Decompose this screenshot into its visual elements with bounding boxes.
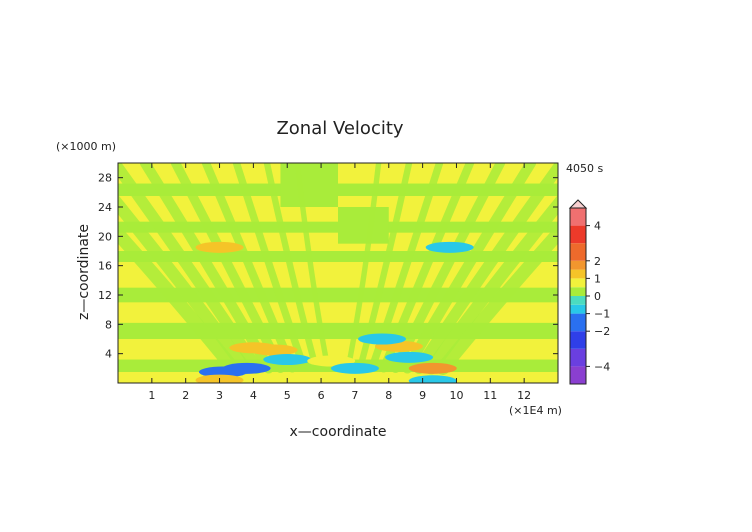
wave-front <box>118 223 240 375</box>
colorbar-swatch <box>570 225 586 244</box>
field-feature <box>358 333 406 345</box>
y-tick-label: 24 <box>98 201 112 214</box>
plot-frame <box>117 162 559 384</box>
y-tick-label: 20 <box>98 230 112 243</box>
x-tick-label: 5 <box>284 389 291 402</box>
colorbar-swatch <box>570 243 586 261</box>
colorbar-tick-label: 0 <box>594 290 601 303</box>
x-tick-label: 4 <box>250 389 257 402</box>
x-tick-label: 9 <box>419 389 426 402</box>
wave-front <box>345 163 382 372</box>
colorbar-tick-label: 4 <box>594 220 601 233</box>
colorbar-swatch <box>570 331 586 349</box>
colorbar-tick-label: 1 <box>594 272 601 285</box>
y-unit-label: (×1000 m) <box>56 140 116 153</box>
y-axis: 4 8 12 16 20 24 28 <box>98 172 558 361</box>
colorbar-swatch <box>570 366 586 384</box>
wave-front <box>436 223 558 375</box>
wave-front <box>294 163 331 372</box>
field-feature <box>385 351 434 363</box>
y-tick-label: 12 <box>98 289 112 302</box>
colorbar-swatch <box>570 278 586 288</box>
field-feature <box>408 375 457 383</box>
field-feature <box>330 362 379 374</box>
x-tick-label: 3 <box>216 389 223 402</box>
wave-front <box>263 163 320 372</box>
x-axis-title: x—coordinate <box>290 424 387 440</box>
x-tick-label: 11 <box>483 389 497 402</box>
wave-front <box>413 163 558 375</box>
x-tick-label: 2 <box>182 389 189 402</box>
colorbar-tick-label: −1 <box>594 308 610 321</box>
chart-title: Zonal Velocity <box>276 118 403 139</box>
field-feature <box>425 241 474 253</box>
field-band <box>280 163 338 207</box>
colorbar-tick-label: 2 <box>594 255 601 268</box>
colorbar-swatch <box>570 296 586 305</box>
wave-front <box>118 194 252 375</box>
x-tick-label: 8 <box>385 389 392 402</box>
field-band <box>118 251 558 262</box>
field-feature <box>263 354 312 366</box>
wave-front <box>424 194 558 375</box>
x-axis: 1 2 3 4 5 6 7 8 9 10 11 12 <box>148 163 531 402</box>
y-tick-label: 28 <box>98 172 112 185</box>
x-tick-label: 10 <box>449 389 463 402</box>
y-tick-label: 8 <box>105 318 112 331</box>
colorbar-swatch <box>570 313 586 332</box>
field-feature <box>222 362 271 374</box>
wave-front <box>232 163 308 373</box>
wave-front <box>356 163 413 372</box>
y-axis-title: z—coordinate <box>76 224 92 320</box>
colorbar: 4 2 1 0 −1 −2 −4 <box>568 199 610 385</box>
x-tick-label: 1 <box>148 389 155 402</box>
colorbar-tick-label: −4 <box>594 360 610 373</box>
field-band <box>338 207 389 244</box>
y-tick-label: 4 <box>105 348 112 361</box>
x-tick-label: 12 <box>517 389 531 402</box>
colorbar-swatch <box>570 348 586 367</box>
colorbar-arrow-top <box>568 199 588 209</box>
colorbar-swatch <box>570 287 586 296</box>
colorbar-swatch <box>570 208 586 226</box>
colorbar-swatch <box>570 269 586 279</box>
time-label: 4050 s <box>566 162 603 175</box>
plot-area <box>118 163 558 383</box>
field-feature <box>408 362 457 374</box>
x-tick-label: 6 <box>318 389 325 402</box>
colorbar-swatch <box>570 304 586 314</box>
y-tick-label: 16 <box>98 260 112 273</box>
field-band <box>118 322 558 339</box>
x-tick-label: 7 <box>351 389 358 402</box>
field-feature <box>229 342 278 354</box>
colorbar-tick-label: −2 <box>594 325 610 338</box>
field-feature <box>195 241 244 253</box>
colorbar-swatch <box>570 260 586 270</box>
x-unit-label: (×1E4 m) <box>509 404 562 417</box>
